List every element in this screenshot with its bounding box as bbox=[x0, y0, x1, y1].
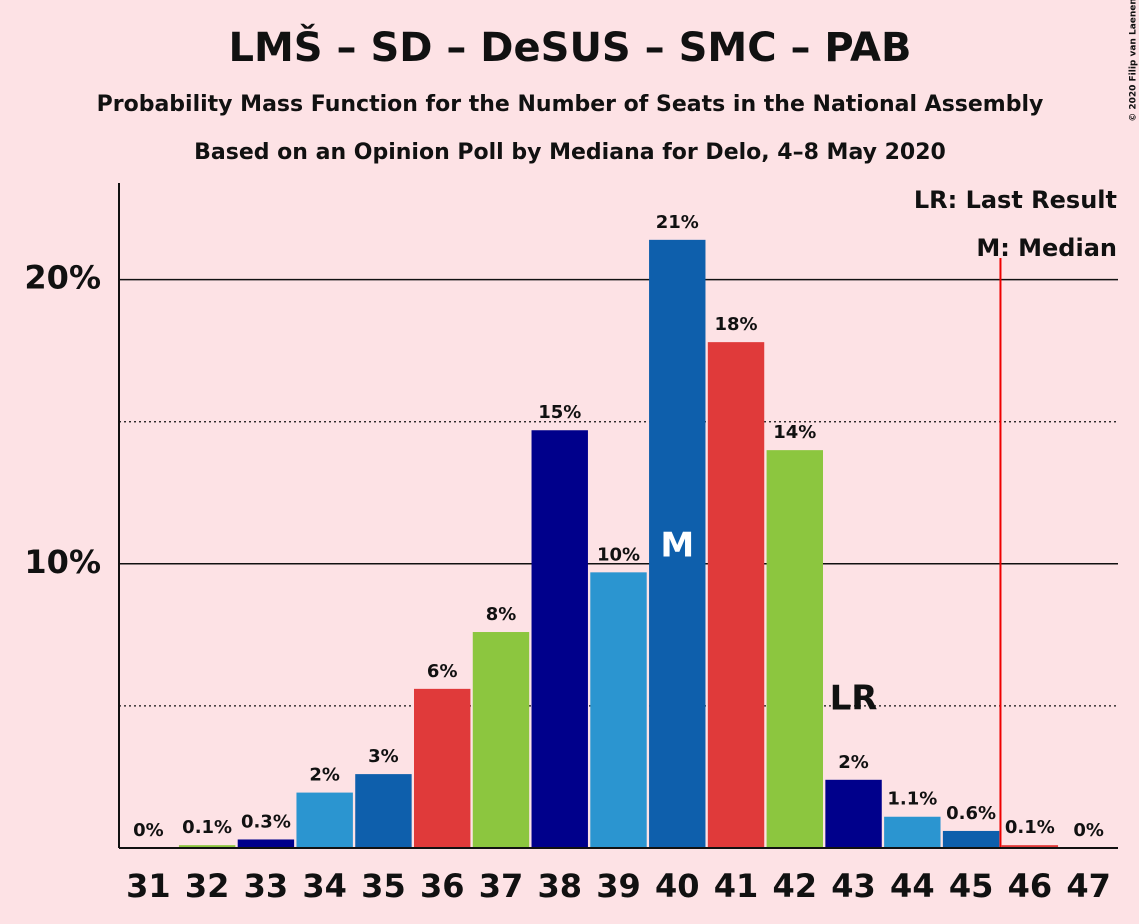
value-label: 1.1% bbox=[887, 789, 937, 810]
x-tick-label: 44 bbox=[890, 867, 935, 905]
x-tick-label: 34 bbox=[302, 867, 347, 905]
x-tick-label: 38 bbox=[537, 867, 582, 905]
median-marker: M bbox=[660, 526, 694, 566]
legend-entry: LR: Last Result bbox=[914, 186, 1117, 214]
x-tick-label: 33 bbox=[244, 867, 289, 905]
x-tick-label: 31 bbox=[126, 867, 171, 905]
y-tick-label: 20% bbox=[24, 259, 101, 297]
bar bbox=[296, 792, 353, 848]
value-label: 10% bbox=[597, 544, 640, 565]
value-label: 0.6% bbox=[946, 803, 996, 824]
bar bbox=[649, 239, 706, 849]
x-tick-label: 43 bbox=[831, 867, 876, 905]
bar bbox=[531, 430, 588, 848]
x-tick-label: 37 bbox=[479, 867, 524, 905]
value-label: 0% bbox=[133, 820, 164, 841]
x-tick-label: 35 bbox=[361, 867, 406, 905]
bar bbox=[472, 632, 530, 848]
bar bbox=[825, 779, 882, 848]
value-label: 21% bbox=[656, 212, 699, 233]
value-label: 0.1% bbox=[182, 817, 232, 838]
bar bbox=[413, 688, 471, 848]
x-tick-label: 39 bbox=[596, 867, 641, 905]
legend-entry: M: Median bbox=[976, 234, 1117, 262]
x-tick-label: 45 bbox=[949, 867, 994, 905]
value-label: 14% bbox=[773, 422, 816, 443]
value-label: 0.1% bbox=[1005, 817, 1055, 838]
bar bbox=[178, 845, 236, 848]
value-label: 6% bbox=[427, 661, 458, 682]
bar bbox=[942, 830, 1000, 848]
value-label: 15% bbox=[538, 402, 581, 423]
x-tick-label: 32 bbox=[185, 867, 230, 905]
value-label: 0.3% bbox=[241, 811, 291, 832]
bar bbox=[1001, 845, 1059, 848]
value-label: 18% bbox=[714, 314, 757, 335]
x-tick-label: 41 bbox=[714, 867, 759, 905]
bar bbox=[237, 839, 295, 848]
x-tick-label: 42 bbox=[773, 867, 818, 905]
value-label: 2% bbox=[309, 765, 340, 786]
chart-title: LMŠ – SD – DeSUS – SMC – PAB bbox=[228, 23, 911, 71]
subtitle: Based on an Opinion Poll by Mediana for … bbox=[194, 140, 946, 165]
bar bbox=[766, 450, 824, 848]
bar bbox=[355, 774, 412, 848]
x-tick-label: 47 bbox=[1066, 867, 1111, 905]
value-label: 8% bbox=[486, 604, 517, 625]
value-label: 0% bbox=[1073, 820, 1104, 841]
copyright: © 2020 Filip van Laenen bbox=[1129, 0, 1139, 122]
x-tick-label: 46 bbox=[1008, 867, 1053, 905]
x-tick-label: 40 bbox=[655, 867, 700, 905]
bar bbox=[590, 572, 647, 848]
value-label: 3% bbox=[368, 746, 399, 767]
last-result-marker: LR bbox=[830, 679, 878, 719]
subtitle: Probability Mass Function for the Number… bbox=[97, 92, 1044, 117]
y-tick-label: 10% bbox=[24, 543, 101, 581]
bar bbox=[884, 816, 941, 848]
bar bbox=[707, 342, 765, 848]
x-tick-label: 36 bbox=[420, 867, 465, 905]
value-label: 2% bbox=[838, 752, 869, 773]
